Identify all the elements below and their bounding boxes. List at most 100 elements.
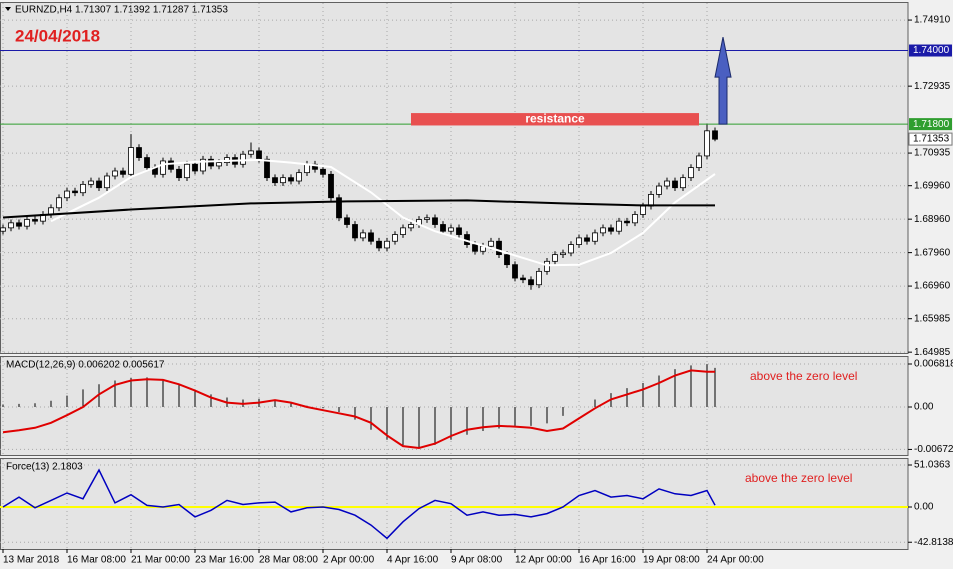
moving-average (50, 158, 716, 267)
candle-body (368, 232, 374, 242)
candle-body (672, 180, 678, 189)
candle-body (632, 214, 638, 224)
candle-body (376, 240, 382, 249)
candle-body (424, 217, 430, 220)
y-tick-label: 1.65985 (914, 313, 951, 324)
y-tick-label: 1.66960 (914, 281, 951, 292)
candle-body (616, 220, 622, 232)
candle-body (8, 222, 14, 229)
candle-body (536, 270, 542, 286)
candle-body (72, 190, 78, 194)
x-tick-label: 23 Mar 16:00 (195, 555, 254, 566)
candle-body (112, 170, 118, 177)
resistance-label: resistance (525, 111, 585, 125)
candle-body (600, 227, 606, 234)
candle-body (0, 227, 6, 232)
last-price-box (908, 132, 953, 146)
annotation: above the zero level (745, 471, 852, 485)
x-tick-label: 9 Apr 08:00 (451, 555, 503, 566)
candle-body (560, 252, 566, 256)
candle-body (520, 277, 526, 281)
y-tick-label: 1.64985 (914, 347, 951, 358)
candle-body (192, 163, 198, 172)
candle-body (208, 158, 214, 167)
candle-body (680, 177, 686, 189)
candle-body (272, 177, 278, 184)
macd-panel (0, 356, 909, 456)
candle-body (624, 220, 630, 224)
candle-body (656, 185, 662, 195)
level-label: 1.71800 (913, 119, 950, 130)
annotation: above the zero level (750, 369, 857, 383)
candle-body (648, 193, 654, 207)
candle-body (704, 130, 710, 157)
candle-body (448, 227, 454, 232)
candle-body (664, 180, 670, 187)
candle-body (256, 150, 262, 160)
candle-body (512, 264, 518, 279)
candle-body (488, 240, 494, 247)
candle-body (56, 197, 62, 209)
candle-body (696, 155, 702, 169)
force-panel (0, 458, 909, 550)
y-tick-label: 0.00 (914, 402, 934, 413)
arrow (714, 37, 732, 125)
candle-body (88, 180, 94, 185)
candle-body (240, 153, 246, 165)
date-label: 24/04/2018 (15, 26, 100, 45)
candle-body (200, 158, 206, 172)
candle-body (168, 160, 174, 170)
x-tick-label: 28 Mar 08:00 (259, 555, 318, 566)
candle-body (568, 244, 574, 254)
last-price-label: 1.71353 (913, 134, 950, 145)
x-tick-label: 2 Apr 00:00 (323, 555, 375, 566)
candle-body (336, 197, 342, 219)
y-tick-label: 1.68960 (914, 214, 951, 225)
y-tick-label: 0.006818 (914, 359, 953, 370)
x-tick-label: 16 Apr 16:00 (579, 555, 636, 566)
y-tick-label: 1.67960 (914, 247, 951, 258)
candle-body (608, 227, 614, 232)
candle-body (264, 158, 270, 179)
candle-body (544, 260, 550, 272)
candle-body (504, 254, 510, 266)
x-tick-label: 4 Apr 16:00 (387, 555, 439, 566)
resistance-zone (411, 113, 699, 126)
moving-average (2, 199, 715, 219)
candle-body (592, 232, 598, 242)
candle-body (184, 163, 190, 179)
x-tick-label: 24 Apr 00:00 (707, 555, 764, 566)
candle-body (320, 168, 326, 175)
level-label-box (909, 44, 952, 57)
candle-body (352, 224, 358, 239)
level-label: 1.74000 (913, 45, 950, 56)
candle-body (432, 217, 438, 225)
menu-icon[interactable] (5, 7, 11, 11)
candle-body (392, 234, 398, 242)
price-panel (0, 2, 909, 354)
candle-body (344, 217, 350, 225)
panel-title: MACD(12,26,9) 0.006202 0.005617 (6, 360, 165, 371)
candle-body (584, 237, 590, 242)
candle-body (104, 175, 110, 189)
y-tick-label: 1.70935 (914, 148, 951, 159)
y-tick-label: 0.00 (914, 502, 934, 513)
candle-body (400, 227, 406, 235)
candle-body (160, 160, 166, 175)
x-tick-label: 16 Mar 08:00 (67, 555, 126, 566)
y-tick-label: 1.74910 (914, 15, 951, 26)
candle-body (248, 150, 254, 155)
candle-body (408, 224, 414, 229)
candle-body (640, 205, 646, 215)
panel-title: Force(13) 2.1803 (6, 462, 83, 473)
candle-body (328, 173, 334, 199)
level-label-box (909, 118, 952, 131)
y-tick-label: -0.006726 (914, 444, 953, 455)
candle-body (288, 177, 294, 182)
x-tick-label: 19 Apr 08:00 (643, 555, 700, 566)
candle-body (280, 177, 286, 184)
candle-body (440, 224, 446, 232)
y-tick-label: -42.8138 (914, 537, 953, 548)
